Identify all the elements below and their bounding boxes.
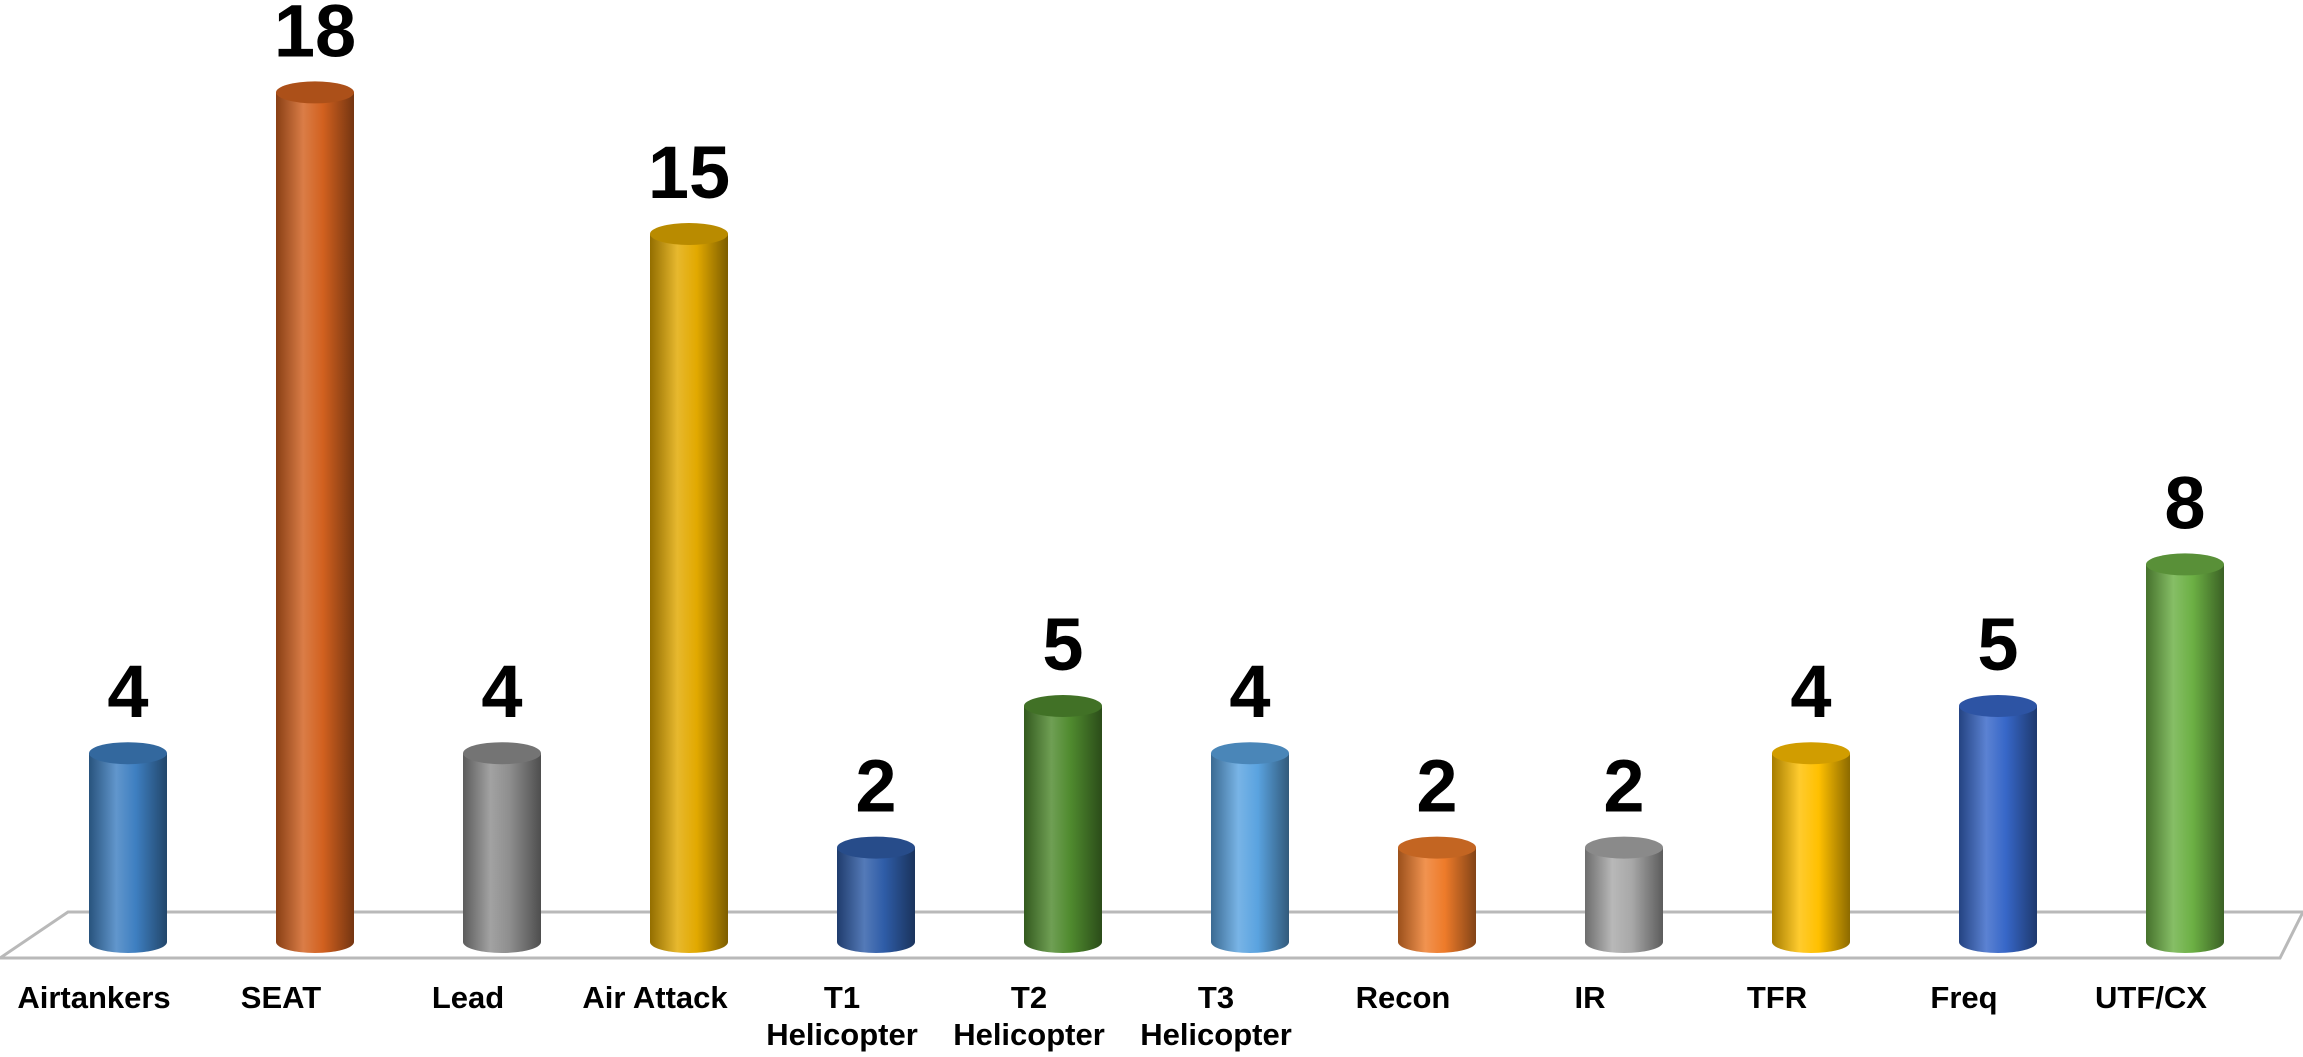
bar-body (276, 92, 354, 953)
bar-top (89, 742, 167, 765)
category-label: Freq (1930, 980, 1997, 1015)
data-label: 8 (2164, 461, 2205, 544)
bar (463, 742, 541, 953)
data-label: 4 (107, 650, 148, 733)
bar-top (276, 81, 354, 104)
bar (837, 836, 915, 953)
category-label: UTF/CX (2095, 980, 2207, 1015)
category-labels-layer: Airtankers SEAT Lead Air Attack T1Helicopter… (17, 980, 2207, 1052)
bar (89, 742, 167, 953)
bar (1772, 742, 1850, 953)
bar-body (1398, 847, 1476, 953)
data-label: 5 (1042, 603, 1083, 686)
data-label: 2 (855, 745, 896, 828)
category-label: T1 (824, 980, 860, 1015)
data-label: 2 (1603, 745, 1644, 828)
bar (1211, 742, 1289, 953)
bar-body (1959, 706, 2037, 953)
category-label: SEAT (241, 980, 321, 1015)
data-label: 15 (648, 131, 730, 214)
bar (1398, 836, 1476, 953)
chart-floor (0, 910, 2303, 960)
category-label: IR (1575, 980, 1606, 1015)
bar-body (2146, 564, 2224, 953)
bar (1024, 695, 1102, 953)
bar-body (463, 753, 541, 953)
bar-top (2146, 553, 2224, 576)
bar (1585, 836, 1663, 953)
bar (1959, 695, 2037, 953)
bar-body (1772, 753, 1850, 953)
bar-body (1024, 706, 1102, 953)
bar-body (89, 753, 167, 953)
bar (276, 81, 354, 953)
category-label: TFR (1747, 980, 1807, 1015)
bar-top (1211, 742, 1289, 765)
bar-top (1024, 695, 1102, 717)
data-label: 18 (274, 0, 356, 72)
bar-top (1772, 742, 1850, 765)
bar-body (1585, 847, 1663, 953)
value-labels-layer: 4 18 4 15 2 5 4 2 2 4 5 8 (107, 0, 2205, 828)
bar-body (837, 847, 915, 953)
category-label: Airtankers (17, 980, 170, 1015)
category-label: Helicopter (1140, 1017, 1292, 1052)
data-label: 2 (1416, 745, 1457, 828)
bar-body (650, 234, 728, 953)
data-label: 5 (1977, 603, 2018, 686)
bar-top (650, 223, 728, 245)
data-label: 4 (481, 650, 522, 733)
bar-top (1398, 836, 1476, 859)
data-label: 4 (1229, 650, 1270, 733)
data-label: 4 (1790, 650, 1831, 733)
bar (2146, 553, 2224, 953)
bar-top (1959, 695, 2037, 717)
bar (650, 223, 728, 953)
category-label: T2 (1011, 980, 1047, 1015)
category-label: Air Attack (582, 980, 728, 1015)
category-label: Recon (1356, 980, 1451, 1015)
category-label: Lead (432, 980, 504, 1015)
category-label: T3 (1198, 980, 1234, 1015)
bars-layer (89, 81, 2224, 953)
bar-top (463, 742, 541, 765)
bar-top (1585, 836, 1663, 859)
bar-body (1211, 753, 1289, 953)
bar-top (837, 836, 915, 859)
category-label: Helicopter (953, 1017, 1105, 1052)
category-label: Helicopter (766, 1017, 918, 1052)
